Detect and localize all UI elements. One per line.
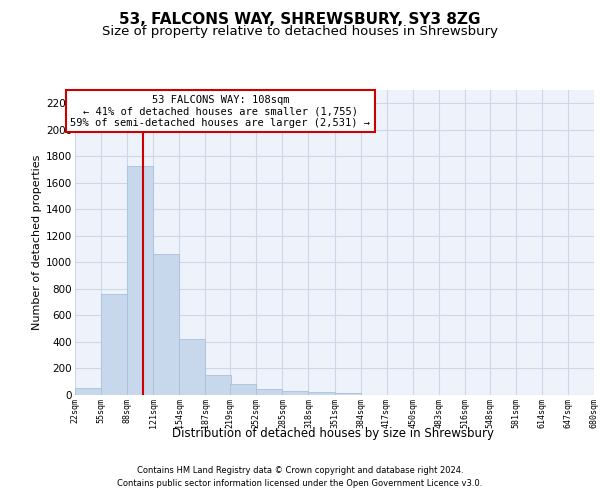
Text: Contains public sector information licensed under the Open Government Licence v3: Contains public sector information licen… [118,479,482,488]
Bar [127,166,153,395]
Bar [256,389,283,395]
Bar [230,384,256,395]
Bar [205,375,231,395]
Bar [179,340,205,395]
Y-axis label: Number of detached properties: Number of detached properties [32,155,42,330]
Bar [75,388,101,395]
Bar [308,392,335,395]
Bar [101,294,127,395]
Bar [283,391,308,395]
Bar [153,254,179,395]
Text: 53 FALCONS WAY: 108sqm
← 41% of detached houses are smaller (1,755)
59% of semi-: 53 FALCONS WAY: 108sqm ← 41% of detached… [70,94,370,128]
Text: Distribution of detached houses by size in Shrewsbury: Distribution of detached houses by size … [172,428,494,440]
Text: 53, FALCONS WAY, SHREWSBURY, SY3 8ZG: 53, FALCONS WAY, SHREWSBURY, SY3 8ZG [119,12,481,28]
Bar [335,394,361,395]
Text: Contains HM Land Registry data © Crown copyright and database right 2024.: Contains HM Land Registry data © Crown c… [137,466,463,475]
Text: Size of property relative to detached houses in Shrewsbury: Size of property relative to detached ho… [102,25,498,38]
